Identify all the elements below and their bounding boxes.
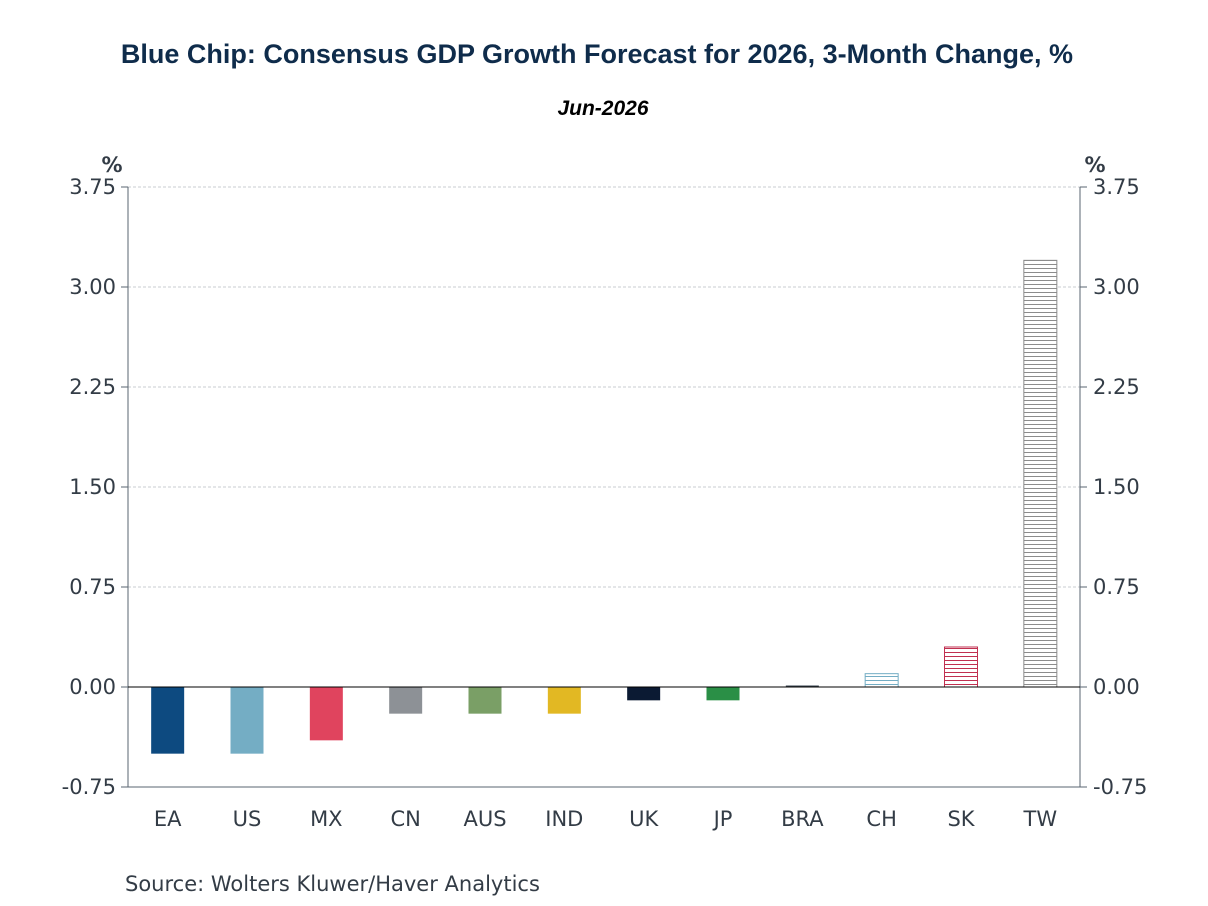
x-tick-label: UK — [629, 807, 659, 831]
y-axis-unit-right: % — [1084, 153, 1105, 177]
x-tick-label: US — [233, 807, 262, 831]
bar-tw — [1023, 259, 1058, 688]
y-tick-label-right: -0.75 — [1093, 775, 1147, 799]
chart-subtitle: Jun-2026 — [557, 97, 648, 120]
x-tick-label: CN — [390, 807, 420, 831]
chart-title: Blue Chip: Consensus GDP Growth Forecast… — [121, 39, 1073, 69]
bar-sk — [944, 646, 978, 688]
y-tick-label-right: 0.00 — [1093, 675, 1140, 699]
y-tick-label-left: 1.50 — [69, 475, 116, 499]
bar-bra — [785, 685, 819, 687]
y-tick-label-right: 0.75 — [1093, 575, 1140, 599]
x-tick-label: SK — [947, 807, 975, 831]
y-axis-unit-left: % — [101, 153, 122, 177]
source-note: Source: Wolters Kluwer/Haver Analytics — [125, 872, 540, 896]
y-tick-label-left: 3.00 — [69, 275, 116, 299]
bars — [151, 259, 1058, 754]
y-tick-label-left: 3.75 — [69, 175, 116, 199]
y-tick-label-right: 3.00 — [1093, 275, 1140, 299]
x-tick-label: JP — [712, 807, 733, 831]
x-tick-labels: EA US MX CN AUS IND UK JP BRA CH SK TW — [154, 807, 1058, 831]
x-tick-label: MX — [310, 807, 343, 831]
y-tick-label-right: 2.25 — [1093, 375, 1140, 399]
x-tick-label: BRA — [781, 807, 824, 831]
x-tick-label: IND — [545, 807, 583, 831]
bar-mx — [309, 687, 343, 741]
y-tick-label-left: 2.25 — [69, 375, 116, 399]
bar-aus — [468, 687, 502, 714]
bar-ea — [151, 687, 185, 754]
gridlines — [128, 186, 1080, 588]
y-tick-label-left: 0.75 — [69, 575, 116, 599]
y-tick-label-left: -0.75 — [62, 775, 116, 799]
y-tick-label-left: 0.00 — [69, 675, 116, 699]
y-tick-label-right: 3.75 — [1093, 175, 1140, 199]
x-tick-label: TW — [1023, 807, 1058, 831]
bar-jp — [706, 687, 740, 701]
x-tick-label: EA — [154, 807, 182, 831]
bar-uk — [627, 687, 661, 701]
bar-us — [230, 687, 264, 754]
x-tick-label: AUS — [463, 807, 506, 831]
axes — [121, 186, 1087, 788]
y-tick-label-right: 1.50 — [1093, 475, 1140, 499]
bar-cn — [389, 687, 423, 714]
y-tick-labels: 3.75 3.75 3.00 3.00 2.25 2.25 1.50 1.50 0.75 0.75… — [62, 175, 1148, 799]
bar-ind — [547, 687, 581, 714]
bar-ch — [864, 673, 899, 688]
x-tick-label: CH — [866, 807, 896, 831]
